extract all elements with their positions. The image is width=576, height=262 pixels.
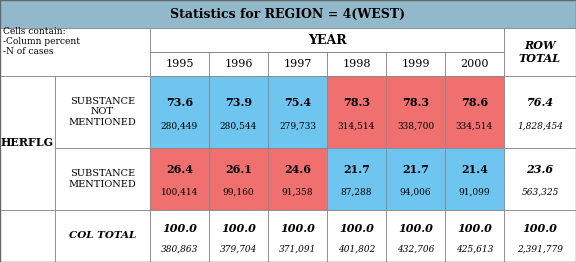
Text: 100,414: 100,414 — [161, 188, 198, 197]
Text: 100.0: 100.0 — [457, 223, 492, 234]
Bar — [150, 28, 504, 52]
Text: 334,514: 334,514 — [456, 122, 493, 131]
Text: Cells contain:
-Column percent
-N of cases: Cells contain: -Column percent -N of cas… — [3, 26, 80, 56]
Bar — [150, 210, 209, 262]
Text: 100.0: 100.0 — [162, 223, 197, 234]
Bar — [268, 76, 327, 148]
Bar — [268, 148, 327, 210]
Bar — [268, 52, 327, 76]
Text: 100.0: 100.0 — [221, 223, 256, 234]
Text: 23.6: 23.6 — [526, 164, 554, 175]
Bar — [0, 0, 576, 28]
Text: 371,091: 371,091 — [279, 244, 316, 254]
Text: 1995: 1995 — [165, 59, 194, 69]
Text: 21.4: 21.4 — [461, 164, 488, 175]
Bar — [327, 210, 386, 262]
Text: 1997: 1997 — [283, 59, 312, 69]
Text: HERFLG: HERFLG — [1, 138, 54, 149]
Bar — [209, 148, 268, 210]
Bar — [386, 148, 445, 210]
Text: 78.3: 78.3 — [343, 97, 370, 108]
Text: 91,099: 91,099 — [458, 188, 490, 197]
Text: YEAR: YEAR — [308, 34, 346, 46]
Bar — [0, 76, 55, 210]
Bar — [504, 28, 576, 76]
Text: 279,733: 279,733 — [279, 122, 316, 131]
Bar — [209, 210, 268, 262]
Bar — [445, 148, 504, 210]
Bar — [504, 148, 576, 210]
Text: 73.6: 73.6 — [166, 97, 193, 108]
Bar — [209, 76, 268, 148]
Text: 76.4: 76.4 — [526, 97, 554, 108]
Bar — [386, 52, 445, 76]
Bar — [327, 148, 386, 210]
Bar — [386, 76, 445, 148]
Text: 1998: 1998 — [342, 59, 371, 69]
Text: 2000: 2000 — [460, 59, 489, 69]
Text: COL TOTAL: COL TOTAL — [69, 232, 136, 241]
Text: 78.3: 78.3 — [402, 97, 429, 108]
Text: SUBSTANCE
NOT
MENTIONED: SUBSTANCE NOT MENTIONED — [69, 97, 137, 127]
Text: 100.0: 100.0 — [339, 223, 374, 234]
Text: 100.0: 100.0 — [280, 223, 315, 234]
Text: 280,449: 280,449 — [161, 122, 198, 131]
Text: SUBSTANCE
MENTIONED: SUBSTANCE MENTIONED — [69, 169, 137, 189]
Text: 2,391,779: 2,391,779 — [517, 244, 563, 254]
Bar — [55, 76, 150, 148]
Text: 338,700: 338,700 — [397, 122, 434, 131]
Bar — [327, 52, 386, 76]
Text: 91,358: 91,358 — [282, 188, 313, 197]
Bar — [0, 28, 150, 76]
Text: 380,863: 380,863 — [161, 244, 198, 254]
Text: 26.1: 26.1 — [225, 164, 252, 175]
Text: 78.6: 78.6 — [461, 97, 488, 108]
Text: 99,160: 99,160 — [223, 188, 255, 197]
Text: 425,613: 425,613 — [456, 244, 493, 254]
Text: 432,706: 432,706 — [397, 244, 434, 254]
Text: 21.7: 21.7 — [343, 164, 370, 175]
Bar — [209, 52, 268, 76]
Bar — [55, 210, 150, 262]
Text: 280,544: 280,544 — [220, 122, 257, 131]
Bar — [150, 148, 209, 210]
Text: 73.9: 73.9 — [225, 97, 252, 108]
Bar — [504, 76, 576, 148]
Text: 379,704: 379,704 — [220, 244, 257, 254]
Bar — [504, 210, 576, 262]
Bar — [445, 76, 504, 148]
Bar — [327, 76, 386, 148]
Text: 24.6: 24.6 — [284, 164, 311, 175]
Bar — [150, 76, 209, 148]
Text: 94,006: 94,006 — [400, 188, 431, 197]
Text: Statistics for REGION = 4(WEST): Statistics for REGION = 4(WEST) — [170, 8, 406, 20]
Text: 21.7: 21.7 — [402, 164, 429, 175]
Bar — [268, 210, 327, 262]
Bar — [445, 52, 504, 76]
Text: 401,802: 401,802 — [338, 244, 375, 254]
Text: 314,514: 314,514 — [338, 122, 375, 131]
Text: 100.0: 100.0 — [398, 223, 433, 234]
Text: 100.0: 100.0 — [522, 223, 558, 234]
Bar — [150, 52, 209, 76]
Text: 75.4: 75.4 — [284, 97, 311, 108]
Text: 1996: 1996 — [224, 59, 253, 69]
Bar — [55, 148, 150, 210]
Text: 87,288: 87,288 — [341, 188, 372, 197]
Text: 26.4: 26.4 — [166, 164, 193, 175]
Text: 563,325: 563,325 — [521, 188, 559, 197]
Bar — [445, 210, 504, 262]
Bar — [386, 210, 445, 262]
Text: ROW
TOTAL: ROW TOTAL — [519, 40, 561, 64]
Text: 1,828,454: 1,828,454 — [517, 122, 563, 131]
Bar — [0, 210, 55, 262]
Text: 1999: 1999 — [401, 59, 430, 69]
